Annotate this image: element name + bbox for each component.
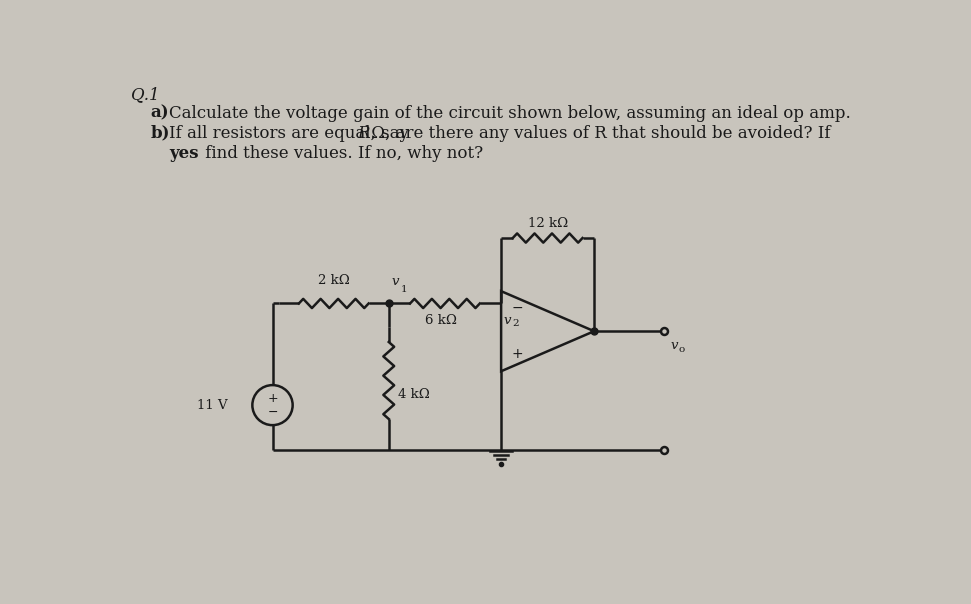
- Text: If all resistors are equal, say: If all resistors are equal, say: [169, 125, 415, 142]
- Text: yes: yes: [169, 145, 199, 162]
- Text: −: −: [267, 405, 278, 419]
- Text: 1: 1: [400, 285, 407, 294]
- Text: find these values. If no, why not?: find these values. If no, why not?: [200, 145, 483, 162]
- Text: 2 kΩ: 2 kΩ: [318, 274, 350, 286]
- Text: −: −: [512, 301, 523, 315]
- Text: R: R: [357, 125, 370, 142]
- Text: v: v: [503, 314, 511, 327]
- Text: Ω, are there any values of R that should be avoided? If: Ω, are there any values of R that should…: [366, 125, 831, 142]
- Text: Calculate the voltage gain of the circuit shown below, assuming an ideal op amp.: Calculate the voltage gain of the circui…: [169, 105, 852, 122]
- Text: +: +: [512, 347, 523, 361]
- Text: v: v: [670, 339, 678, 352]
- Text: 6 kΩ: 6 kΩ: [425, 314, 457, 327]
- Text: a): a): [151, 105, 170, 122]
- Text: 2: 2: [512, 319, 519, 328]
- Text: b): b): [151, 125, 170, 142]
- Text: +: +: [267, 393, 278, 405]
- Text: 11 V: 11 V: [197, 399, 227, 411]
- Text: 4 kΩ: 4 kΩ: [398, 388, 430, 401]
- Text: 12 kΩ: 12 kΩ: [527, 217, 568, 230]
- Text: Q.1: Q.1: [131, 86, 159, 103]
- Text: o: o: [679, 345, 685, 354]
- Text: v: v: [392, 275, 399, 288]
